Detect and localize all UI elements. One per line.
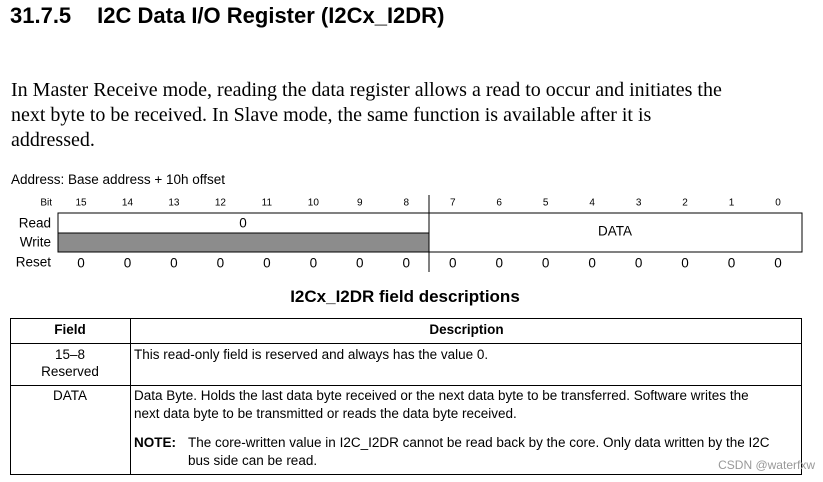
- read-label: Read: [19, 216, 51, 231]
- reset-value: 0: [356, 256, 364, 271]
- address: Address: Base address + 10h offset: [11, 172, 226, 187]
- reset-value: 0: [449, 256, 457, 271]
- bit-number: 12: [215, 198, 227, 209]
- bit-number: 13: [168, 198, 180, 209]
- bit-number: 6: [496, 198, 502, 209]
- field-cell: DATA: [52, 388, 87, 403]
- reset-value: 0: [681, 256, 689, 271]
- field-cell: Reserved: [41, 364, 99, 379]
- reset-value: 0: [542, 256, 550, 271]
- description: Data Byte. Holds the last data byte rece…: [134, 388, 749, 403]
- bit-number: 2: [682, 198, 688, 209]
- write-label: Write: [20, 235, 51, 250]
- bit-number: 15: [75, 198, 87, 209]
- header-cell: Description: [429, 322, 504, 337]
- heading-number: 31.7.5: [10, 3, 72, 28]
- bit-number: 14: [122, 198, 134, 209]
- bit-number: 4: [589, 198, 595, 209]
- reset-value: 0: [635, 256, 643, 271]
- reset-value: 0: [310, 256, 318, 271]
- bit-number: 7: [450, 198, 456, 209]
- bit-number: 0: [775, 198, 781, 209]
- reset-label: Reset: [16, 255, 52, 270]
- reset-value: 0: [403, 256, 411, 271]
- paragraph-line: addressed.: [11, 129, 95, 151]
- field-cell: 15–8: [54, 347, 86, 362]
- bit-label: Bit: [40, 198, 52, 209]
- header-cell: Field: [54, 322, 86, 337]
- write-cell: [57, 232, 430, 253]
- bit-number: 8: [403, 198, 409, 209]
- upper-read-value: 0: [239, 216, 247, 231]
- paragraph-line: next byte to be received. In Slave mode,…: [11, 104, 652, 126]
- data-field: DATA: [598, 224, 632, 239]
- table-title: I2Cx_I2DR field descriptions: [290, 287, 520, 306]
- reset-value: 0: [495, 256, 503, 271]
- bit-number: 3: [636, 198, 642, 209]
- bit-number: 9: [357, 198, 363, 209]
- watermark: CSDN @waterfxw: [718, 458, 815, 472]
- heading: 31.7.5 I2C Data I/O Register (I2Cx_I2DR): [10, 3, 444, 29]
- data-cell: [428, 212, 803, 253]
- bit-number: 1: [729, 198, 735, 209]
- register-diagram: Bit Read Write Reset 0 DATA 15 14 13 12 11 10…: [16, 195, 803, 272]
- paragraph-line: In Master Receive mode, reading the data…: [11, 79, 722, 101]
- reset-value: 0: [774, 256, 782, 271]
- note: bus side can be read.: [188, 453, 318, 468]
- note-label: NOTE:: [134, 435, 176, 450]
- reset-value: 0: [217, 256, 225, 271]
- reset-value: 0: [263, 256, 271, 271]
- description: This read-only field is reserved and alw…: [134, 347, 489, 362]
- reset-value: 0: [588, 256, 596, 271]
- reset-value: 0: [124, 256, 132, 271]
- bit-number: 10: [308, 198, 320, 209]
- reset-value: 0: [77, 256, 85, 271]
- description: next data byte to be transmitted or read…: [134, 406, 517, 421]
- reset-value: 0: [728, 256, 736, 271]
- note: The core-written value in I2C_I2DR canno…: [188, 435, 770, 450]
- heading-title: I2C Data I/O Register (I2Cx_I2DR): [97, 3, 445, 28]
- table-grid: [10, 318, 802, 475]
- reset-value: 0: [170, 256, 178, 271]
- table-border: [10, 318, 802, 475]
- bit-number: 11: [262, 198, 273, 209]
- bit-number: 5: [543, 198, 549, 209]
- field-table: Field Description 15–8 Reserved This rea…: [10, 318, 802, 475]
